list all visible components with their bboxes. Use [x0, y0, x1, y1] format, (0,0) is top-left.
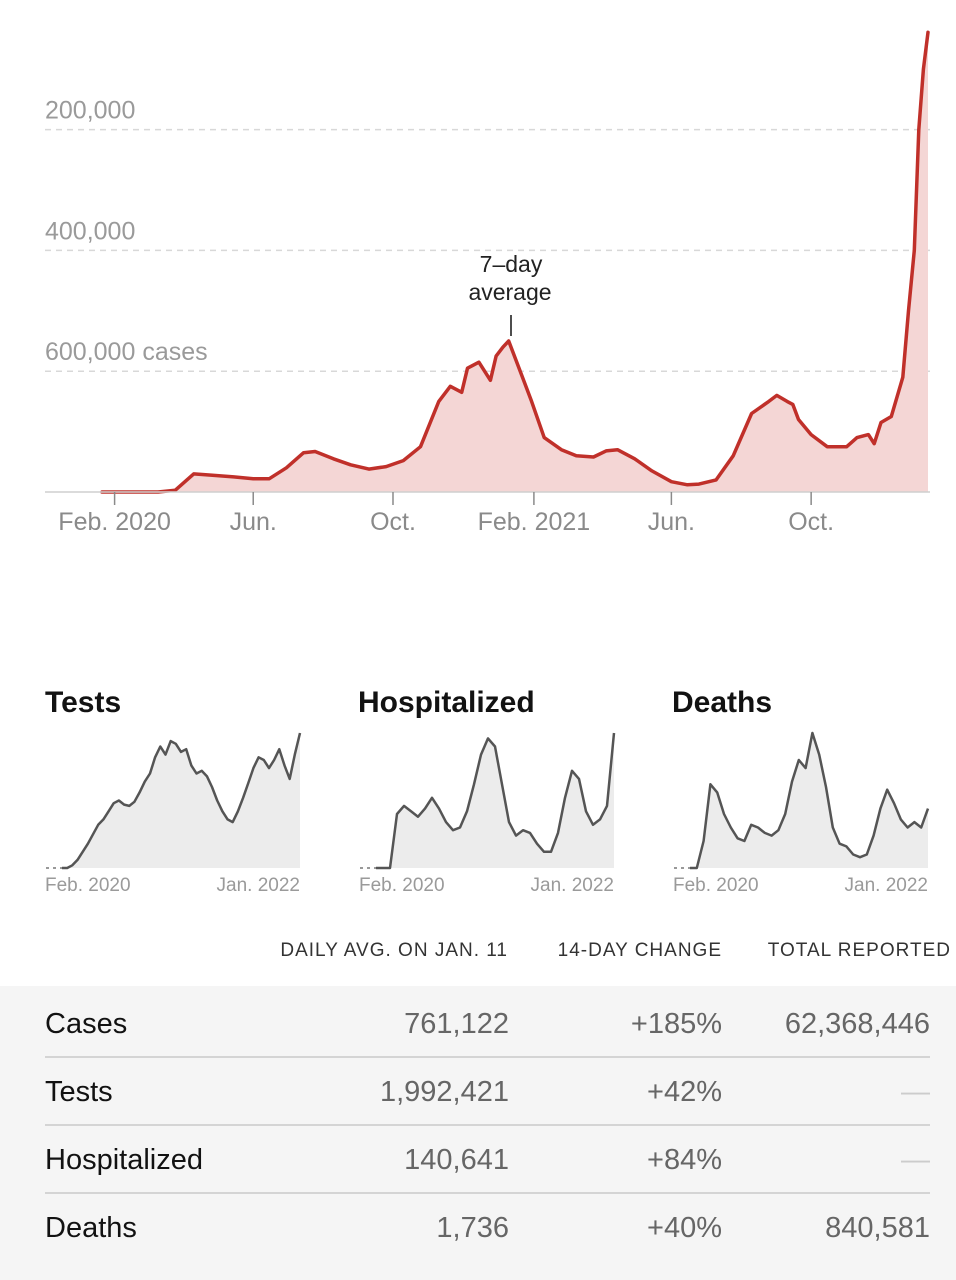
table-row-deaths: Deaths 1,736 +40% 840,581 [45, 1194, 930, 1260]
row-label: Tests [45, 1076, 113, 1108]
x-start-label: Feb. 2020 [45, 875, 131, 896]
x-start-label: Feb. 2020 [359, 875, 445, 896]
hospitalized-title: Hospitalized [358, 686, 535, 719]
deaths-title: Deaths [672, 686, 773, 719]
total-value: — [901, 1144, 930, 1176]
annotation-line-1: 7–day [480, 251, 543, 277]
change-value: +185% [630, 1008, 722, 1040]
sparkline-line [690, 731, 930, 870]
header-daily-avg: DAILY AVG. ON JAN. 11 [280, 940, 508, 961]
daily-avg-value: 1,736 [436, 1212, 509, 1244]
header-total-reported: TOTAL REPORTED [767, 940, 951, 961]
sparkline-area [690, 733, 928, 868]
x-tick-label: Feb. 2021 [478, 508, 591, 536]
row-label: Cases [45, 1008, 128, 1040]
daily-avg-value: 140,641 [404, 1144, 509, 1176]
sparkline-area [62, 733, 300, 868]
stats-table: Cases 761,122 +185% 62,368,446 Tests 1,9… [0, 986, 956, 1280]
gridlines [45, 128, 930, 372]
total-value: 840,581 [825, 1212, 930, 1244]
table-row-cases: Cases 761,122 +185% 62,368,446 [45, 990, 930, 1058]
x-tick-label: Oct. [370, 508, 416, 536]
sparkline-line [62, 732, 302, 870]
x-tick-label: Oct. [788, 508, 834, 536]
tests-sparkline: Feb. 2020 Jan. 2022 [45, 732, 302, 896]
x-axis-ticks: Feb. 2020 Jun. Oct. Feb. 2021 Jun. Oct. [58, 492, 834, 536]
table-row-tests: Tests 1,992,421 +42% — [45, 1058, 930, 1126]
x-end-label: Jan. 2022 [217, 875, 300, 896]
cases-area-fill [102, 32, 928, 493]
y-tick-label: 600,000 cases [45, 338, 208, 366]
header-14-day-change: 14-DAY CHANGE [557, 940, 722, 961]
total-value: — [901, 1076, 930, 1108]
y-tick-label: 400,000 [45, 217, 135, 245]
x-start-label: Feb. 2020 [673, 875, 759, 896]
hospitalized-sparkline: Feb. 2020 Jan. 2022 [359, 732, 616, 896]
change-value: +84% [647, 1144, 722, 1176]
row-label: Deaths [45, 1212, 137, 1244]
table-row-hospitalized: Hospitalized 140,641 +84% — [45, 1126, 930, 1194]
daily-avg-value: 1,992,421 [379, 1076, 509, 1108]
annotation-line-2: average [468, 279, 551, 305]
daily-avg-value: 761,122 [404, 1008, 509, 1040]
y-axis-ticks: 600,000 cases 400,000 200,000 [45, 97, 208, 367]
tests-title: Tests [45, 686, 122, 719]
x-end-label: Jan. 2022 [845, 875, 928, 896]
deaths-sparkline: Feb. 2020 Jan. 2022 [673, 731, 930, 896]
x-tick-label: Feb. 2020 [58, 508, 171, 536]
x-tick-label: Jun. [648, 508, 695, 536]
row-label: Hospitalized [45, 1144, 203, 1176]
change-value: +42% [647, 1076, 722, 1108]
cases-line [100, 30, 930, 494]
x-end-label: Jan. 2022 [531, 875, 614, 896]
y-tick-label: 200,000 [45, 97, 135, 125]
change-value: +40% [647, 1212, 722, 1244]
sparkline-line [376, 732, 616, 870]
cases-chart: Feb. 2020 Jun. Oct. Feb. 2021 Jun. Oct. 600,0… [45, 30, 930, 536]
total-value: 62,368,446 [784, 1008, 930, 1040]
x-tick-label: Jun. [230, 508, 277, 536]
sparkline-area [376, 733, 614, 868]
